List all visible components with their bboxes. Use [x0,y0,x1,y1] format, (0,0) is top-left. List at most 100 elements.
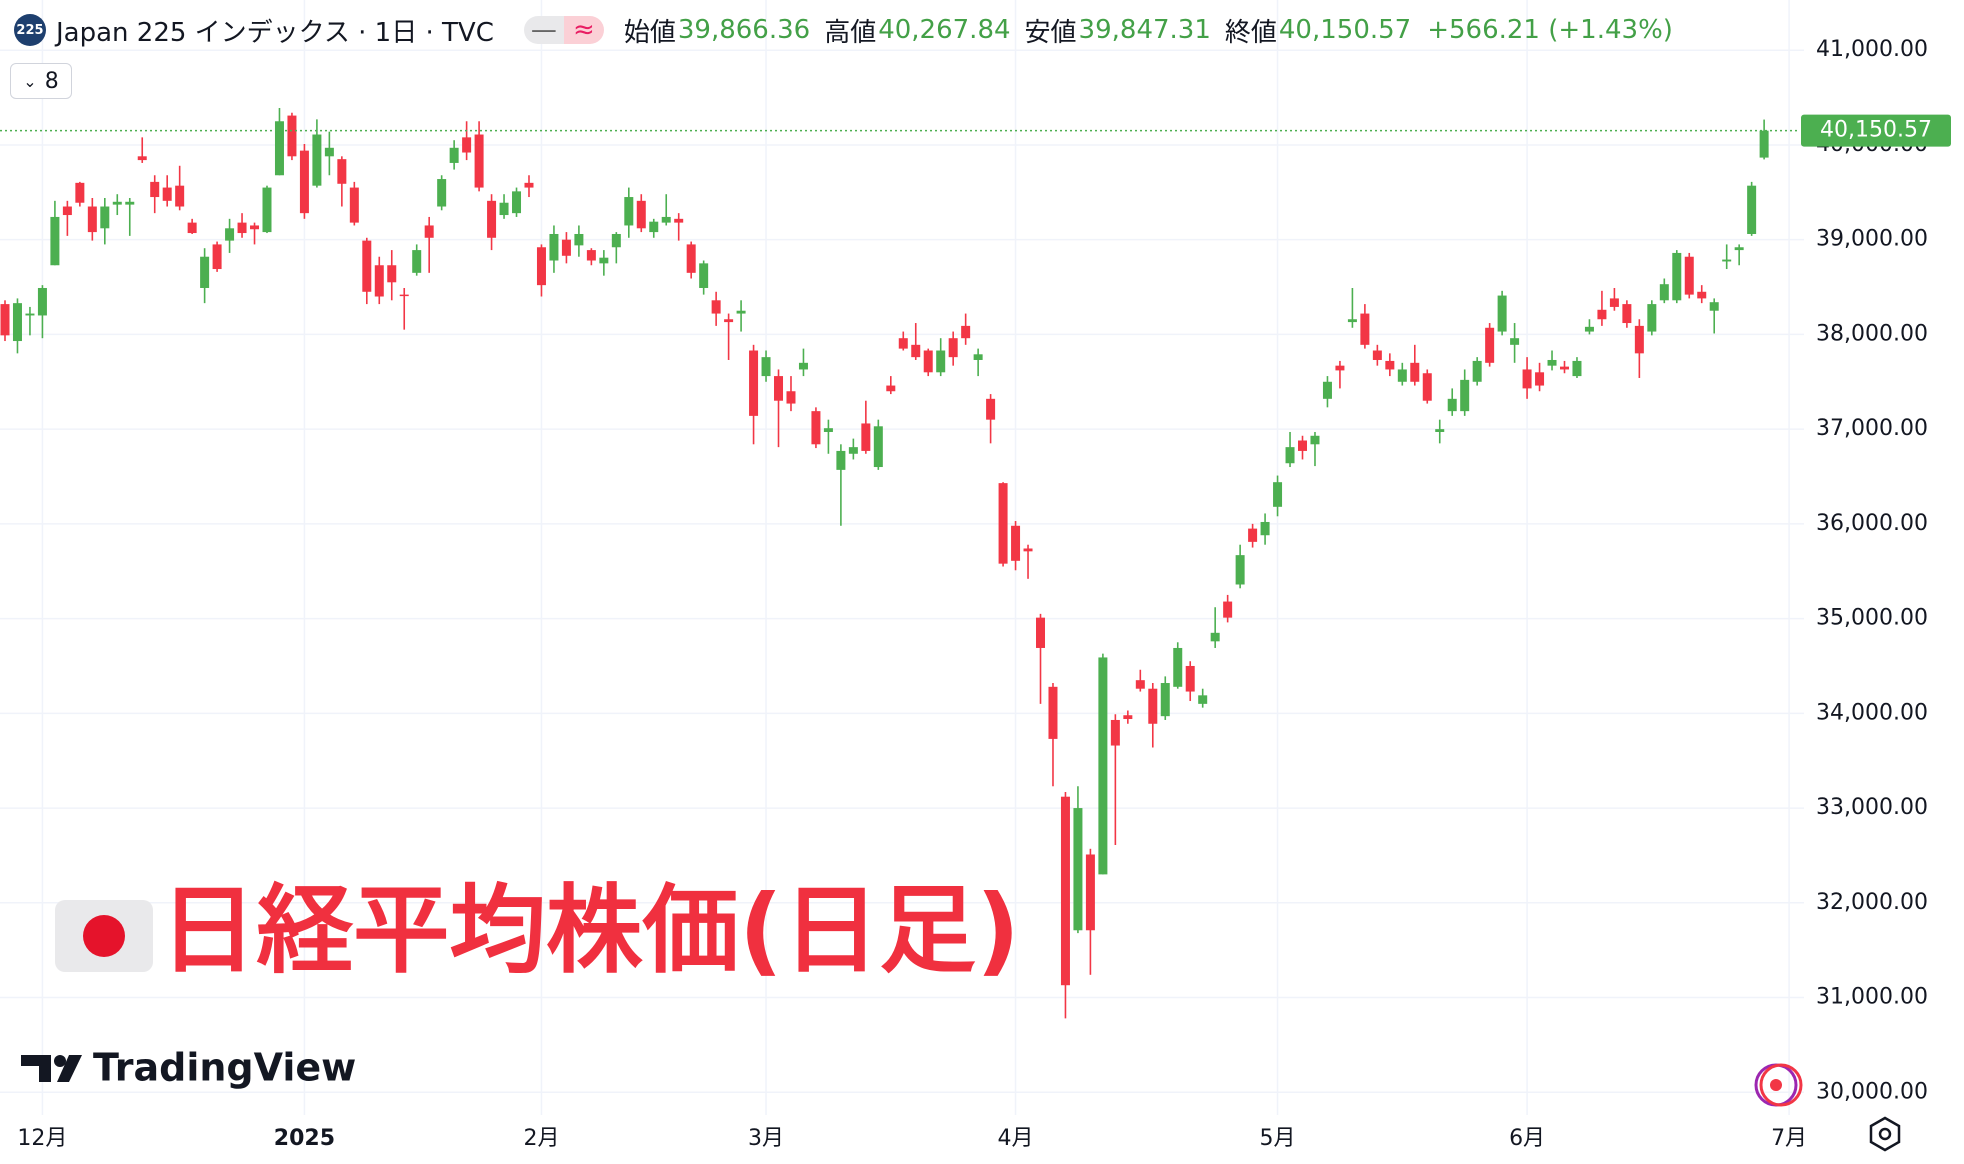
candle-body [674,218,684,223]
candle-body [1410,362,1420,382]
candle-body [724,319,734,323]
candle-body [1285,447,1295,464]
alert-icon[interactable] [1754,1063,1803,1107]
candle-body [1584,326,1594,332]
candle-body [1460,379,1470,412]
y-tick-label: 38,000.00 [1816,321,1928,346]
candle-body [1060,796,1070,986]
candle-body [1173,647,1183,687]
toggle[interactable]: — ≈ [523,16,604,44]
candle-body [1609,298,1619,307]
candle-body [412,250,422,273]
candle-body [237,222,247,234]
candle-body [536,247,546,286]
candle-body [274,121,284,176]
candle-body [1709,302,1719,311]
candle-body [87,206,97,233]
candle-body [761,357,771,377]
candle-body [561,239,571,256]
candle-body [1235,555,1245,585]
overlay-title: 日経平均株価(日足) [160,874,1020,986]
candle-body [1485,327,1495,363]
toggle-on[interactable]: ≈ [563,16,604,44]
y-tick-label: 37,000.00 [1816,416,1928,441]
candle-body [1522,369,1532,389]
candle-body [1210,632,1220,642]
candle-body [1759,130,1769,158]
x-tick-label: 2025 [274,1126,335,1151]
candle-body [1198,695,1208,704]
candle-body [250,225,260,230]
candle-body [1073,808,1083,931]
candle-body [1360,313,1370,345]
candle-body [998,483,1008,564]
candle-body [112,201,122,205]
candle-body [1085,854,1095,931]
candle-body [175,185,185,207]
x-tick-label: 6月 [1509,1126,1545,1151]
high-label: 高値 [824,17,877,48]
high-value: 40,267.84 [878,15,1011,45]
candle-body [911,344,921,358]
candle-body [449,147,459,163]
candle-body [1734,247,1744,251]
candle-body [898,338,908,349]
candle-body [649,221,659,233]
toggle-off[interactable]: — [523,16,564,44]
candle-body [549,233,559,261]
flag-sun [83,915,125,957]
candle-body [886,385,896,392]
candle-body [225,228,235,241]
candle-body [1422,373,1432,401]
candle-body [1248,528,1258,542]
candle-body [1110,719,1120,746]
last-price-label: 40,150.57 [1820,118,1932,143]
candle-body [811,411,821,445]
open-value: 39,866.36 [677,15,811,45]
candle-body [823,428,833,432]
interval-count: 8 [44,68,59,94]
chevron: ⌄ [23,71,37,91]
candle-body [624,197,634,226]
candle-body [462,137,472,153]
candle-body [986,398,996,420]
candle-body [374,265,384,297]
candle-body [923,350,933,373]
candle-body [948,338,958,358]
grid [0,0,1804,1115]
change-value: +566.21 (+1.43%) [1427,15,1673,45]
candle-body [586,250,596,261]
x-tick-label: 4月 [998,1126,1034,1151]
candle-body [1098,657,1108,875]
candle-body [1385,360,1395,370]
settings-icon[interactable] [1869,1116,1901,1152]
y-tick-label: 31,000.00 [1816,985,1928,1010]
candle-body [973,354,983,360]
y-tick-label: 36,000.00 [1816,511,1928,536]
candle-body [1335,365,1345,371]
candle-body [711,300,721,314]
interval-button[interactable]: ⌄ 8 [10,63,72,99]
y-tick-label: 39,000.00 [1816,227,1928,252]
symbol-title[interactable]: Japan 225 インデックス · 1日 · TVC [56,17,494,48]
candle-body [499,202,509,216]
candle-body [661,216,671,223]
low-value: 39,847.31 [1078,15,1211,45]
candle-body [1023,548,1033,552]
close-value: 40,150.57 [1278,15,1412,45]
candle-body [387,265,397,283]
candle-body [1547,359,1557,366]
candle-body [1647,304,1657,332]
candle-body [37,287,47,316]
x-tick-label: 3月 [748,1126,784,1151]
candle-body [1298,440,1308,451]
candle-body [25,313,35,316]
candle-body [798,362,808,370]
candle-body [1697,291,1707,299]
candle-body [62,206,72,216]
candle-body [774,376,784,401]
candle-body [324,147,334,157]
candle-body [524,182,534,188]
candle-body [848,447,858,454]
